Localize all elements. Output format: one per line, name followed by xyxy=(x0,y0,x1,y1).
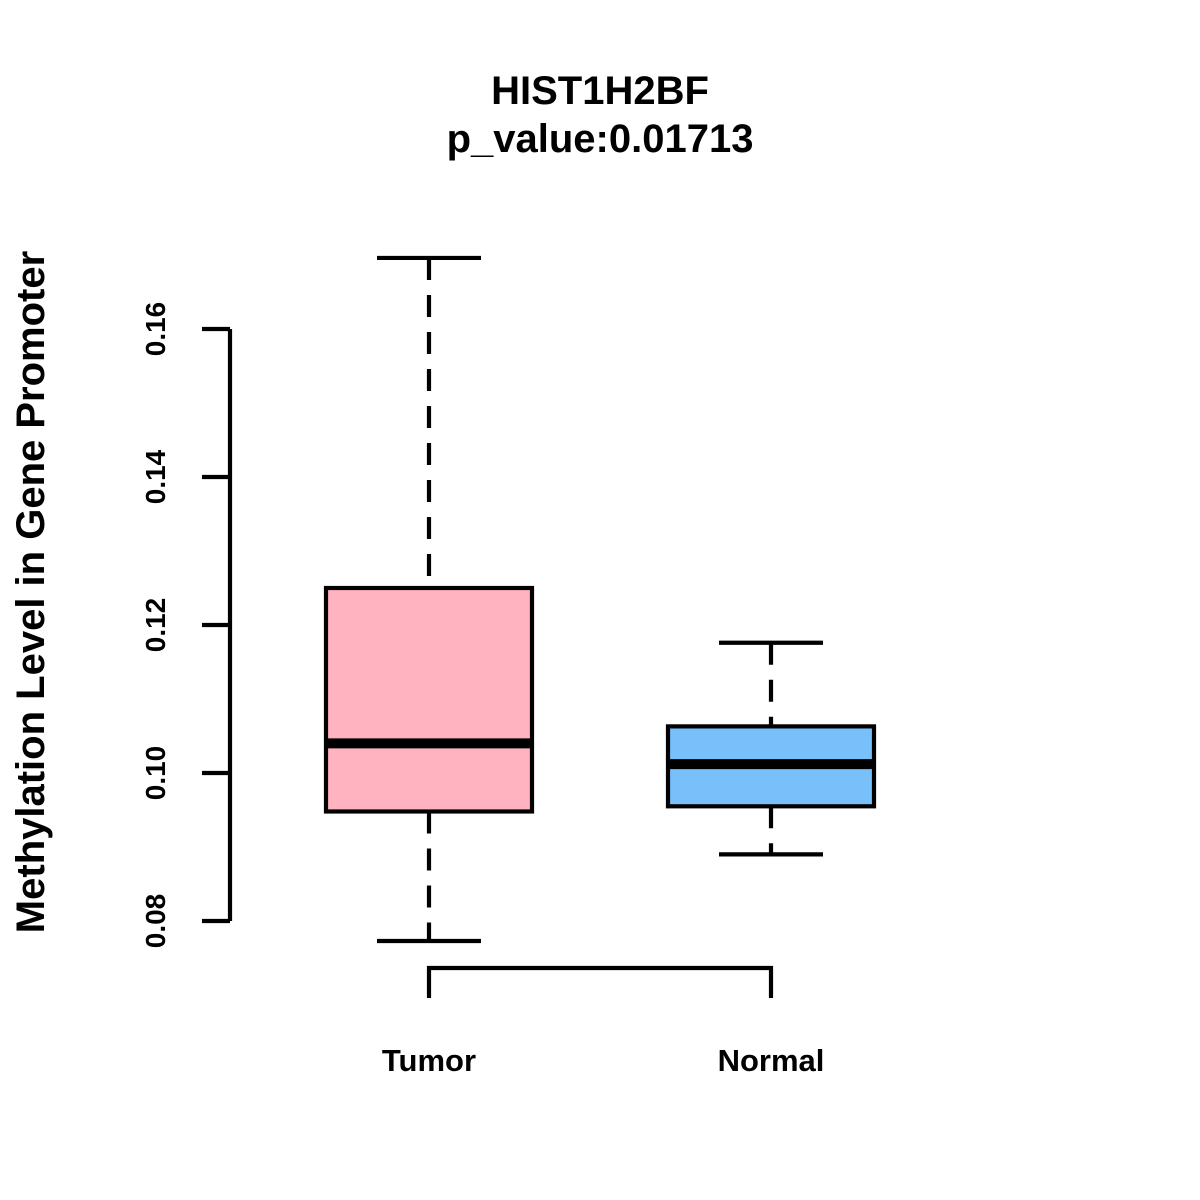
category-label-tumor: Tumor xyxy=(382,1043,476,1078)
y-axis-tick-label: 0.10 xyxy=(140,746,171,801)
x-axis-bracket xyxy=(426,965,774,998)
y-axis-tick-label: 0.16 xyxy=(140,302,171,357)
chart-subtitle-pvalue: p_value:0.01713 xyxy=(447,117,754,161)
category-label-normal: Normal xyxy=(718,1043,825,1078)
y-axis-tick-label: 0.14 xyxy=(140,449,171,504)
chart-title: HIST1H2BF xyxy=(491,69,709,113)
y-axis-label: Methylation Level in Gene Promoter xyxy=(9,251,53,933)
iqr-box-tumor xyxy=(323,585,535,814)
y-axis-tick-label: 0.12 xyxy=(140,598,171,653)
y-axis-tick-label: 0.08 xyxy=(140,894,171,949)
